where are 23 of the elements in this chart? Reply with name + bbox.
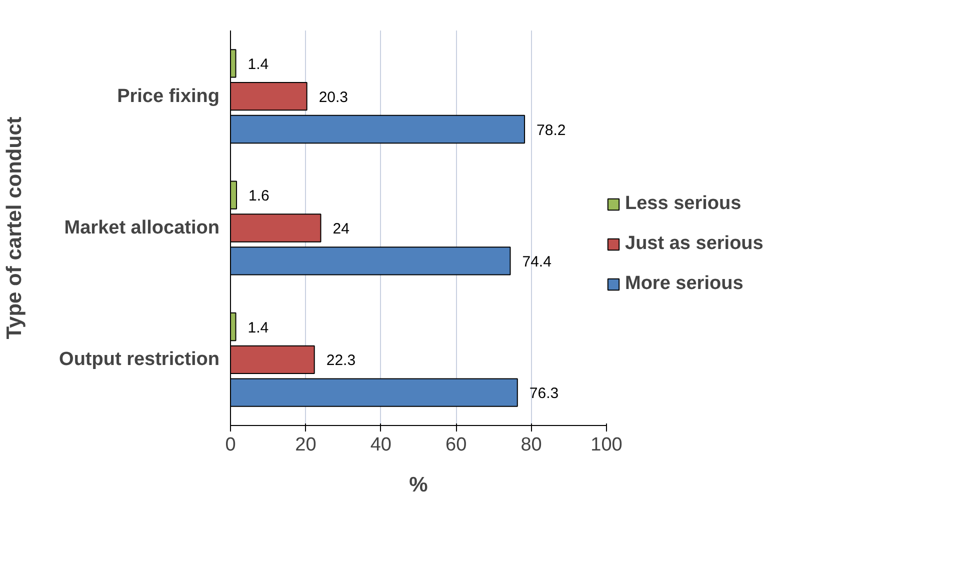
x-tick-label: 100 — [590, 434, 622, 456]
x-tick-label: 60 — [446, 434, 467, 456]
data-label: 1.6 — [248, 188, 270, 205]
data-label: 22.3 — [326, 352, 356, 370]
data-label: 24 — [332, 220, 350, 238]
x-tick-label: 80 — [520, 434, 542, 456]
data-label: 78.2 — [536, 122, 566, 139]
x-tick-label: 0 — [225, 434, 236, 456]
legend-label: Just as serious — [625, 233, 764, 255]
legend-label: More serious — [625, 273, 744, 295]
y-tick-label: Price fixing — [117, 86, 220, 107]
y-axis-title: Type of cartel conduct — [3, 116, 26, 340]
legend-label: Less serious — [625, 193, 742, 215]
data-label: 74.4 — [522, 253, 552, 270]
y-tick-label: Market allocation — [64, 218, 220, 238]
x-tick-label: 40 — [370, 434, 392, 456]
data-label: 1.4 — [248, 319, 269, 336]
data-label: 76.3 — [529, 385, 559, 402]
x-tick-label: 20 — [295, 434, 316, 456]
y-tick-label: Output restriction — [59, 349, 220, 370]
data-label: 20.3 — [318, 88, 348, 106]
x-axis-title: % — [409, 474, 428, 496]
data-label: 1.4 — [248, 56, 269, 73]
